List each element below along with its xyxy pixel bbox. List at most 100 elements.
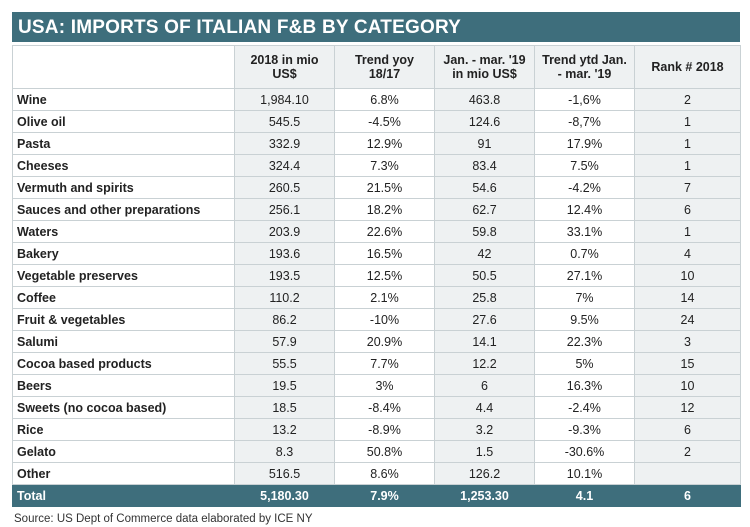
- row-label: Wine: [12, 88, 235, 111]
- cell: 7: [634, 176, 741, 199]
- header-cell: 2018 in mio US$: [234, 45, 335, 89]
- row-label: Salumi: [12, 330, 235, 353]
- cell: 203.9: [234, 220, 335, 243]
- row-label: Coffee: [12, 286, 235, 309]
- cell: -8,7%: [534, 110, 635, 133]
- cell: 4.1: [534, 484, 635, 507]
- table-row: Pasta 332.9 12.9% 91 17.9% 1: [12, 132, 741, 155]
- cell: 55.5: [234, 352, 335, 375]
- cell: 18.2%: [334, 198, 435, 221]
- cell: 57.9: [234, 330, 335, 353]
- cell: 8.6%: [334, 462, 435, 485]
- cell: -2.4%: [534, 396, 635, 419]
- row-label: Fruit & vegetables: [12, 308, 235, 331]
- cell: 12.9%: [334, 132, 435, 155]
- cell: 2: [634, 440, 741, 463]
- cell: 1: [634, 220, 741, 243]
- source: Source: US Dept of Commerce data elabora…: [14, 513, 313, 525]
- cell: 2.1%: [334, 286, 435, 309]
- cell: 256.1: [234, 198, 335, 221]
- cell: 19.5: [234, 374, 335, 397]
- cell: 16.3%: [534, 374, 635, 397]
- cell: 21.5%: [334, 176, 435, 199]
- cell: 7.3%: [334, 154, 435, 177]
- cell: 91: [434, 132, 535, 155]
- cell: 1.5: [434, 440, 535, 463]
- cell: 1,253.30: [434, 484, 535, 507]
- cell: 8.3: [234, 440, 335, 463]
- cell: 2: [634, 88, 741, 111]
- cell: 5%: [534, 352, 635, 375]
- cell: 42: [434, 242, 535, 265]
- cell: 16.5%: [334, 242, 435, 265]
- cell: 14.1: [434, 330, 535, 353]
- cell: 10: [634, 374, 741, 397]
- cell: 59.8: [434, 220, 535, 243]
- cell: 3: [634, 330, 741, 353]
- table-row: Olive oil 545.5 -4.5% 124.6 -8,7% 1: [12, 110, 741, 133]
- cell: 62.7: [434, 198, 535, 221]
- cell: 12: [634, 396, 741, 419]
- page: USA: IMPORTS OF ITALIAN F&B BY CATEGORY …: [12, 12, 741, 525]
- cell: 15: [634, 352, 741, 375]
- cell: 25.8: [434, 286, 535, 309]
- table-row: Waters 203.9 22.6% 59.8 33.1% 1: [12, 220, 741, 243]
- cell: 27.1%: [534, 264, 635, 287]
- cell: 6: [634, 484, 741, 507]
- cell: 126.2: [434, 462, 535, 485]
- table-row: Rice 13.2 -8.9% 3.2 -9.3% 6: [12, 418, 741, 441]
- cell: 110.2: [234, 286, 335, 309]
- cell: -1,6%: [534, 88, 635, 111]
- cell: 332.9: [234, 132, 335, 155]
- row-label: Gelato: [12, 440, 235, 463]
- cell: 324.4: [234, 154, 335, 177]
- row-label: Total: [12, 484, 235, 507]
- table-row: Cheeses 324.4 7.3% 83.4 7.5% 1: [12, 154, 741, 177]
- table-row: Other 516.5 8.6% 126.2 10.1%: [12, 462, 741, 485]
- cell: 193.5: [234, 264, 335, 287]
- cell: 6.8%: [334, 88, 435, 111]
- cell: 3%: [334, 374, 435, 397]
- cell: 1: [634, 110, 741, 133]
- table-row: Salumi 57.9 20.9% 14.1 22.3% 3: [12, 330, 741, 353]
- title: USA: IMPORTS OF ITALIAN F&B BY CATEGORY: [12, 12, 740, 42]
- cell: 545.5: [234, 110, 335, 133]
- row-label: Cocoa based products: [12, 352, 235, 375]
- header-row: 2018 in mio US$ Trend yoy 18/17 Jan. - mar…: [12, 45, 741, 89]
- cell: 12.2: [434, 352, 535, 375]
- row-label: Rice: [12, 418, 235, 441]
- cell: -8.9%: [334, 418, 435, 441]
- cell: 6: [634, 418, 741, 441]
- table: 2018 in mio US$ Trend yoy 18/17 Jan. - mar…: [12, 45, 741, 507]
- cell: 5,180.30: [234, 484, 335, 507]
- cell: 12.5%: [334, 264, 435, 287]
- total-row: Total 5,180.30 7.9% 1,253.30 4.1 6: [12, 484, 741, 507]
- cell: -8.4%: [334, 396, 435, 419]
- cell: 27.6: [434, 308, 535, 331]
- cell: 12.4%: [534, 198, 635, 221]
- cell: [634, 462, 741, 485]
- row-label: Olive oil: [12, 110, 235, 133]
- cell: 14: [634, 286, 741, 309]
- header-cell: Trend ytd Jan. - mar. '19: [534, 45, 635, 89]
- cell: 50.8%: [334, 440, 435, 463]
- cell: 9.5%: [534, 308, 635, 331]
- cell: 124.6: [434, 110, 535, 133]
- table-row: Cocoa based products 55.5 7.7% 12.2 5% 15: [12, 352, 741, 375]
- cell: 516.5: [234, 462, 335, 485]
- cell: 10.1%: [534, 462, 635, 485]
- cell: 193.6: [234, 242, 335, 265]
- cell: 6: [434, 374, 535, 397]
- cell: -9.3%: [534, 418, 635, 441]
- header-cell: [12, 45, 235, 89]
- row-label: Vegetable preserves: [12, 264, 235, 287]
- row-label: Pasta: [12, 132, 235, 155]
- cell: 0.7%: [534, 242, 635, 265]
- row-label: Cheeses: [12, 154, 235, 177]
- row-label: Sweets (no cocoa based): [12, 396, 235, 419]
- table-row: Gelato 8.3 50.8% 1.5 -30.6% 2: [12, 440, 741, 463]
- cell: 17.9%: [534, 132, 635, 155]
- header-cell: Rank # 2018: [634, 45, 741, 89]
- cell: 1: [634, 154, 741, 177]
- cell: 7.9%: [334, 484, 435, 507]
